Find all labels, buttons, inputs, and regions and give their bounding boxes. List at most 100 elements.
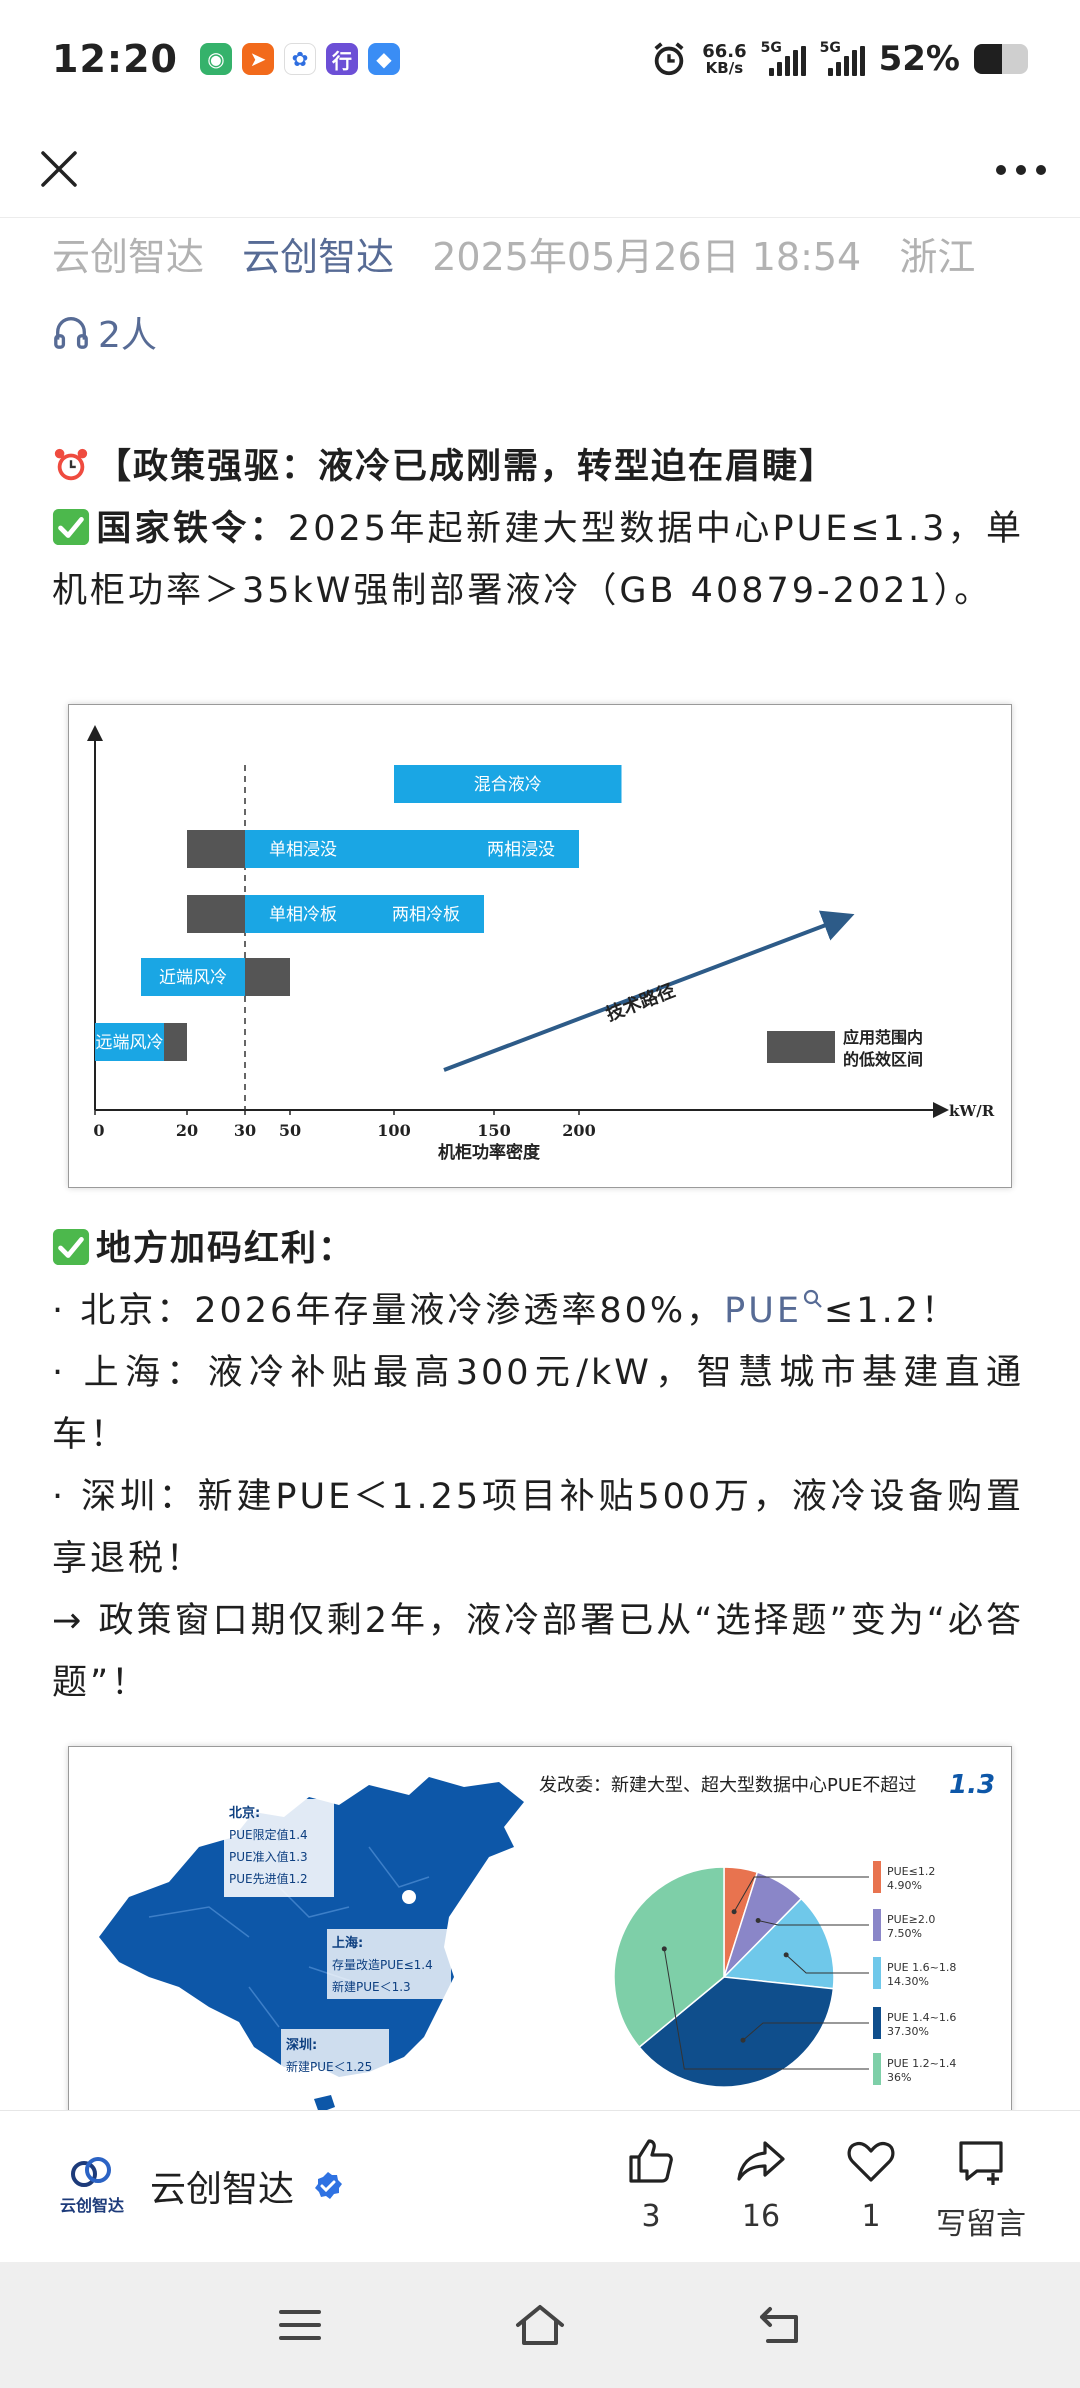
legend-label-line2: 的低效区间 bbox=[843, 1050, 923, 1069]
thumbs-up-icon bbox=[629, 2139, 673, 2183]
pie-leader-dot bbox=[740, 2037, 746, 2043]
pie-legend-value: 37.30% bbox=[887, 2025, 929, 2038]
map-label-beijing-3: PUE先进值1.2 bbox=[229, 1871, 308, 1886]
favorite-button[interactable]: 1 bbox=[816, 2133, 926, 2234]
legend-swatch bbox=[767, 1031, 835, 1063]
x-axis-title: 机柜功率密度 bbox=[438, 1142, 541, 1163]
pie-leader-line bbox=[742, 2022, 869, 2041]
more-icon bbox=[996, 165, 1046, 175]
cooling-range-bar bbox=[95, 1023, 164, 1061]
pie-title: 发改委：新建大型、超大型数据中心PUE不超过 bbox=[539, 1775, 916, 1796]
pue-search-link[interactable]: PUE bbox=[724, 1289, 824, 1331]
inefficient-range-bar bbox=[245, 958, 290, 996]
pue-link-text: PUE bbox=[724, 1291, 802, 1331]
status-time: 12:20 bbox=[52, 37, 178, 81]
beijing-suffix: ≤1.2！ bbox=[823, 1291, 959, 1331]
battery-icon bbox=[974, 44, 1028, 74]
pie-leader-dot bbox=[661, 1946, 667, 1952]
shenzhen-line: · 深圳：新建PUE＜1.25项目补贴500万，液冷设备购置享退税！ bbox=[52, 1477, 1024, 1579]
beijing-pin bbox=[402, 1890, 416, 1904]
shenzhen-pin bbox=[395, 2062, 409, 2076]
cooling-tech-figure[interactable]: 0 20 30 50 100 150 200 kW/R 机柜功率密度 混合液冷 单相浸没 两相浸没 单相… bbox=[68, 704, 1012, 1188]
beijing-text: · 北京：2026年存量液冷渗透率80%， bbox=[52, 1291, 725, 1331]
national-rule-paragraph: 国家铁令：2025年起新建大型数据中心PUE≤1.3，单机柜功率＞35kW强制部… bbox=[52, 498, 1024, 622]
travel-notification-icon: 行 bbox=[325, 43, 358, 75]
article-content[interactable]: 云创智达 云创智达 2025年05月26日 18:54 浙江 2人 【政策强驱：… bbox=[0, 218, 1080, 2110]
like-button[interactable]: 3 bbox=[596, 2133, 706, 2234]
article-meta: 云创智达 云创智达 2025年05月26日 18:54 浙江 bbox=[52, 226, 1032, 281]
pue-map-pie-chart: 北京: PUE限定值1.4 PUE准入值1.3 PUE先进值1.2 上海: 存量… bbox=[99, 1770, 995, 2110]
share-count: 16 bbox=[741, 2199, 781, 2234]
signal-icon-2: 5G bbox=[820, 40, 865, 76]
listen-button[interactable]: 2人 bbox=[52, 306, 157, 358]
map-label-beijing-title: 北京: bbox=[229, 1805, 260, 1821]
map-label-shanghai-title: 上海: bbox=[332, 1935, 363, 1951]
close-button[interactable] bbox=[28, 138, 90, 200]
map-label-beijing-2: PUE准入值1.3 bbox=[229, 1849, 308, 1864]
share-button[interactable]: 16 bbox=[706, 2133, 816, 2234]
status-right: 66.6 KB/s 5G 5G 52% bbox=[650, 39, 1028, 79]
pie-slice bbox=[613, 1866, 725, 2049]
pie-leader-dot bbox=[755, 1918, 761, 1924]
inefficient-range-bar bbox=[187, 830, 245, 868]
cooling-range-label-low: 单相浸没 bbox=[269, 840, 337, 860]
author-logo-text: 云创智达 bbox=[59, 2196, 124, 2215]
map-label-beijing-1: PUE限定值1.4 bbox=[229, 1827, 308, 1842]
pie-legend-swatch bbox=[873, 1957, 881, 1989]
pie-legend-value: 4.90% bbox=[887, 1879, 922, 1892]
bottom-action-bar: 云创智达 云创智达 3 16 1 写留言 bbox=[0, 2110, 1080, 2262]
back-nav-button[interactable] bbox=[740, 2285, 820, 2365]
cooling-range-label-high: 两相冷板 bbox=[392, 905, 460, 925]
verified-badge-icon bbox=[315, 2172, 343, 2199]
pie-legend-value: 14.30% bbox=[887, 1975, 929, 1988]
close-icon bbox=[41, 151, 77, 187]
cooling-range-label: 混合液冷 bbox=[474, 775, 542, 795]
tag-notification-icon: ◆ bbox=[367, 43, 400, 75]
pie-legend-swatch bbox=[873, 1861, 881, 1893]
tech-path-label: 技术路径 bbox=[603, 979, 678, 1025]
pie-legend-name: PUE 1.6~1.8 bbox=[887, 1961, 956, 1974]
listener-count: 2人 bbox=[98, 315, 157, 356]
pie-legend-name: PUE 1.2~1.4 bbox=[887, 2057, 956, 2070]
local-heading: 地方加码红利： bbox=[52, 1218, 1024, 1280]
back-icon bbox=[760, 2307, 798, 2343]
signal-icon: 5G bbox=[760, 40, 806, 76]
menu-icon bbox=[279, 2310, 321, 2340]
comment-button[interactable]: 写留言 bbox=[926, 2133, 1036, 2243]
favorite-count: 1 bbox=[861, 2199, 881, 2234]
heart-icon bbox=[847, 2141, 895, 2182]
system-nav-bar bbox=[0, 2262, 1080, 2388]
tech-path-arrow bbox=[443, 910, 855, 1072]
x-tick-label: 200 bbox=[562, 1121, 595, 1140]
more-button[interactable] bbox=[988, 140, 1054, 200]
pie-legend-value: 36% bbox=[887, 2071, 911, 2084]
author-info[interactable]: 云创智达 云创智达 bbox=[52, 2151, 344, 2221]
pue-map-figure[interactable]: 北京: PUE限定值1.4 PUE准入值1.3 PUE先进值1.2 上海: 存量… bbox=[68, 1746, 1012, 2110]
pie-title-value: 1.3 bbox=[949, 1770, 995, 1800]
signal-label: 5G bbox=[760, 40, 782, 56]
account-link[interactable]: 云创智达 bbox=[242, 235, 395, 279]
author-logo: 云创智达 bbox=[52, 2151, 132, 2221]
pie-legend-name: PUE 1.4~1.6 bbox=[887, 2011, 956, 2024]
local-heading-text: 地方加码红利： bbox=[96, 1229, 356, 1269]
source-name: 云创智达 bbox=[52, 235, 205, 279]
comment-add-icon bbox=[959, 2141, 1003, 2185]
publish-datetime: 2025年05月26日 18:54 bbox=[432, 235, 862, 279]
home-nav-button[interactable] bbox=[500, 2285, 580, 2365]
alarm-clock-icon bbox=[54, 448, 88, 481]
pie-leader-dot bbox=[731, 1909, 737, 1915]
pie-legend-name: PUE≥2.0 bbox=[887, 1913, 935, 1926]
x-tick-label: 0 bbox=[93, 1121, 104, 1140]
cooling-range-bar bbox=[141, 958, 245, 996]
x-tick-label: 150 bbox=[477, 1121, 510, 1140]
pie-legend-value: 7.50% bbox=[887, 1927, 922, 1940]
map-label-shenzhen-1: 新建PUE＜1.25 bbox=[286, 2059, 372, 2074]
national-label: 国家铁令： bbox=[96, 509, 288, 549]
paw-notification-icon: ✿ bbox=[283, 43, 316, 75]
legend-label-line1: 应用范围内 bbox=[843, 1028, 923, 1047]
cooling-range-label-high: 两相浸没 bbox=[487, 840, 555, 860]
menu-nav-button[interactable] bbox=[260, 2285, 340, 2365]
like-count: 3 bbox=[641, 2199, 661, 2234]
cooling-range-bar bbox=[245, 895, 484, 933]
